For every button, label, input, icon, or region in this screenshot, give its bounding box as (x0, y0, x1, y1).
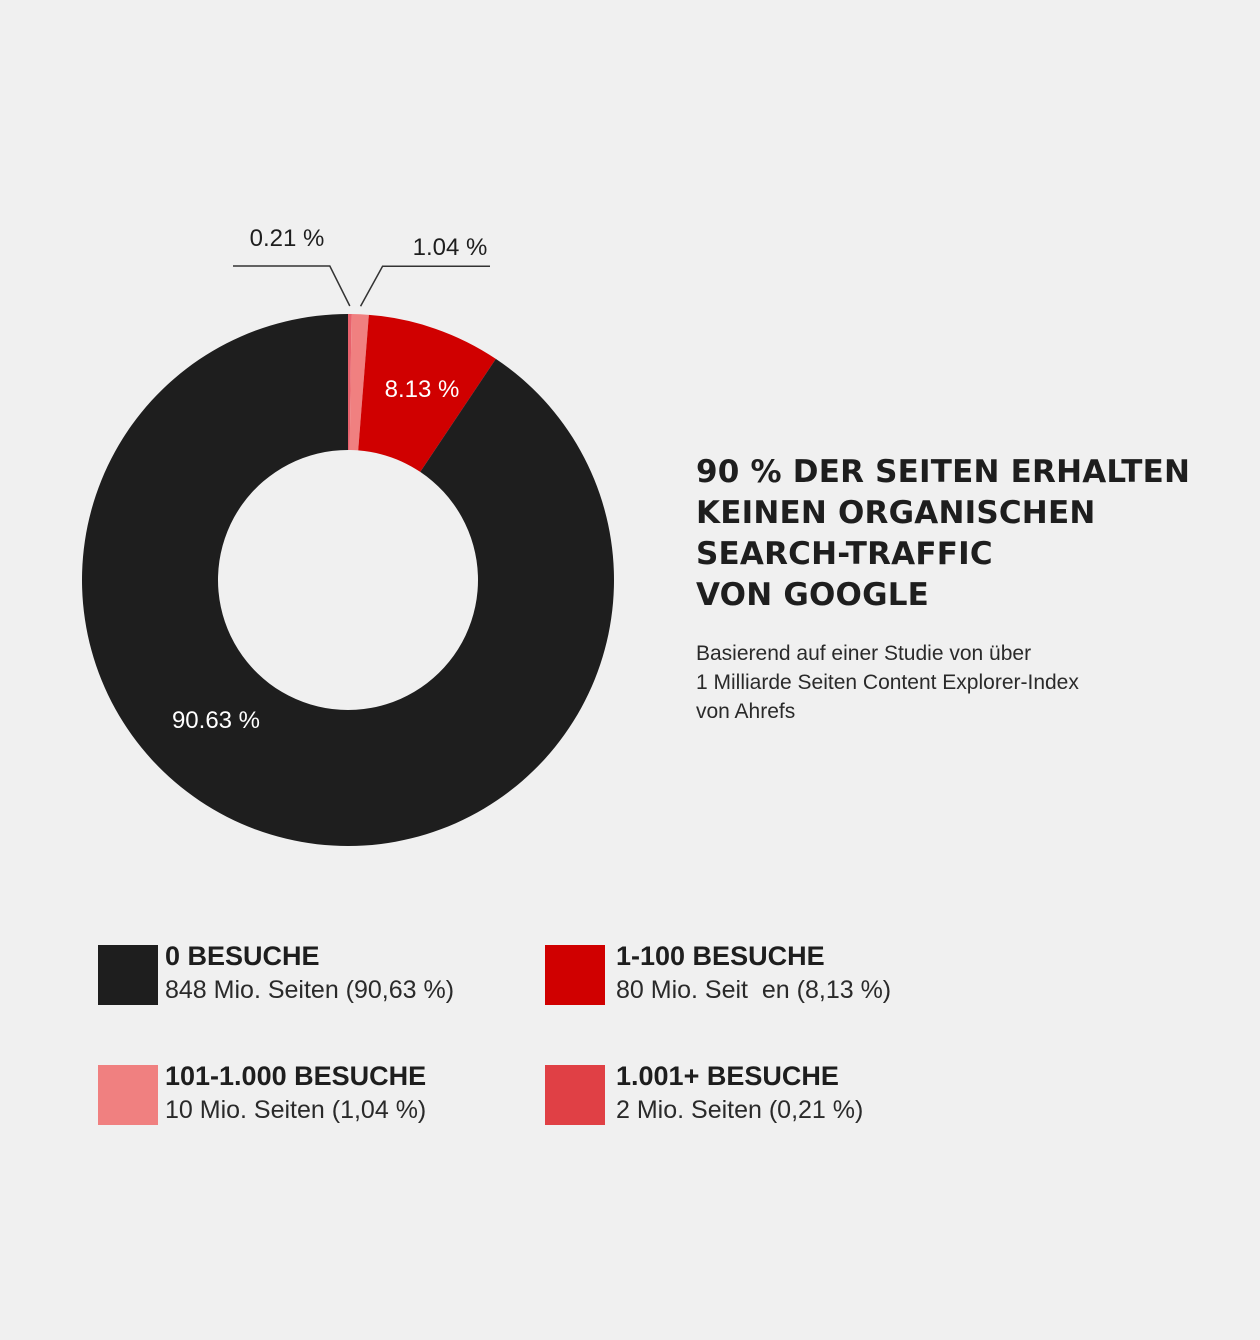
legend-title: 1-100 BESUCHE (616, 941, 825, 971)
legend-title: 101-1.000 BESUCHE (165, 1061, 427, 1091)
legend-swatch (98, 945, 158, 1005)
chart-subtitle-line: von Ahrefs (696, 700, 796, 723)
chart-subtitle-line: Basierend auf einer Studie von über (696, 642, 1032, 665)
slice-label-101-1-000-besuche: 1.04 % (413, 234, 488, 261)
legend-swatch (98, 1065, 158, 1125)
slice-0-besuche (81, 314, 614, 846)
slice-labels: 0.21 % 1.04 % 8.13 % 90.63 % (172, 225, 487, 734)
chart-title-line: KEINEN ORGANISCHEN (696, 495, 1096, 531)
chart-title-line: SEARCH-TRAFFIC (696, 536, 993, 572)
leader-line-101-1-000-besuche (359, 265, 490, 307)
slice-label-1-001-besuche: 0.21 % (250, 225, 325, 252)
legend-detail: 10 Mio. Seiten (1,04 %) (165, 1096, 427, 1124)
legend-detail: 848 Mio. Seiten (90,63 %) (165, 976, 455, 1004)
slice-label-1-100-besuche: 8.13 % (385, 376, 460, 403)
slice-label-0-besuche: 90.63 % (172, 707, 260, 734)
leader-line-1-001-besuche (233, 265, 351, 307)
legend-title: 1.001+ BESUCHE (616, 1061, 839, 1091)
legend-text: 101-1.000 BESUCHE 10 Mio. Seiten (1,04 %… (165, 1059, 426, 1127)
chart-subtitle-line: 1 Milliarde Seiten Content Explorer-Inde… (696, 671, 1079, 694)
legend-text: 1-100 BESUCHE 80 Mio. Seit en (8,13 %) (616, 939, 891, 1007)
donut-slices (81, 314, 614, 846)
chart-title-line: VON GOOGLE (696, 577, 930, 613)
legend-swatch (545, 945, 605, 1005)
legend-swatch (545, 1065, 605, 1125)
donut-chart: 0.21 % 1.04 % 8.13 % 90.63 % (81, 225, 614, 846)
legend-title: 0 BESUCHE (165, 941, 320, 971)
slice-1-001-besuche (348, 314, 352, 451)
legend-detail: 2 Mio. Seiten (0,21 %) (616, 1096, 864, 1124)
chart-title-line: 90 % DER SEITEN ERHALTEN (696, 454, 1191, 490)
legend-text: 1.001+ BESUCHE 2 Mio. Seiten (0,21 %) (616, 1059, 863, 1127)
chart-subtitle: Basierend auf einer Studie von über 1 Mi… (696, 639, 1216, 726)
legend-text: 0 BESUCHE 848 Mio. Seiten (90,63 %) (165, 939, 454, 1007)
chart-title: 90 % DER SEITEN ERHALTEN KEINEN ORGANISC… (696, 452, 1216, 616)
legend-detail: 80 Mio. Seit en (8,13 %) (616, 976, 892, 1004)
slice-101-1-000-besuche (349, 314, 369, 451)
leader-lines (233, 265, 490, 307)
slice-1-100-besuche (358, 314, 496, 472)
